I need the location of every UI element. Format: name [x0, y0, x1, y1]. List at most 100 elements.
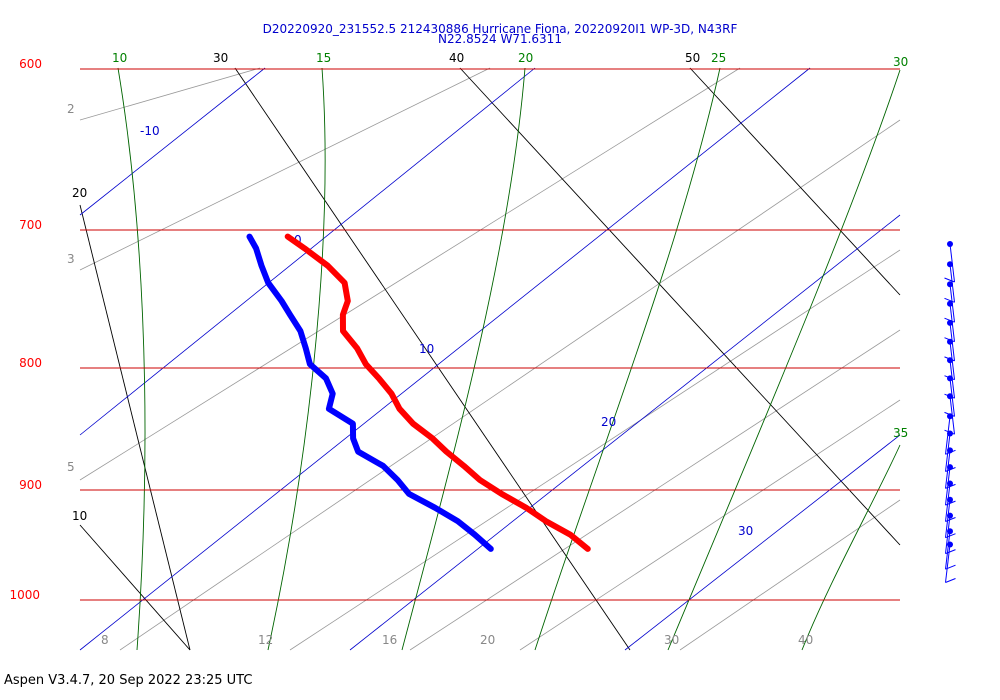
wind-barb-dot	[947, 300, 953, 307]
wind-barb-dot	[947, 528, 953, 535]
footer-text: Aspen V3.4.7, 20 Sep 2022 23:25 UTC	[4, 673, 253, 688]
isotherms	[79, 67, 901, 651]
temperature-point	[477, 477, 483, 483]
isobars	[80, 68, 900, 601]
dewpoint-point	[330, 391, 336, 397]
dewpoint-line	[246, 233, 494, 552]
temperature-point	[342, 280, 348, 286]
temperature-point	[461, 463, 467, 469]
wind-barb-flag	[944, 277, 955, 283]
chart-title-line2: N22.8524 W71.6311	[438, 32, 562, 46]
mixing-ratio-label: 3	[67, 252, 75, 266]
wind-barb-staff	[945, 531, 951, 570]
temperature-point	[585, 546, 591, 552]
temperature-point	[410, 421, 416, 427]
dewpoint-point	[432, 505, 438, 511]
wind-barb-dot	[947, 464, 953, 471]
mixing-ratio-label: 5	[67, 460, 75, 474]
isotherm-labels: -10 0 10 20 30	[140, 124, 753, 538]
temperature-point	[340, 312, 346, 318]
mixing-ratio-label: 2	[67, 102, 75, 116]
moist-adiabat-label: 10	[112, 51, 127, 65]
dewpoint-point	[355, 449, 361, 455]
wind-barb-dot	[947, 413, 953, 420]
dewpoint-point	[287, 312, 293, 318]
moist-adiabat-labels: 10 15 20 25 30 35	[112, 51, 908, 440]
wind-barb-dot	[947, 480, 953, 487]
wind-barb-dot	[947, 281, 953, 288]
theta-label: 20	[72, 186, 87, 200]
wind-barb	[945, 464, 956, 506]
mixing-ratio-label: 16	[382, 633, 397, 647]
dewpoint-point	[350, 435, 356, 441]
wind-barb-dot	[947, 430, 953, 437]
dewpoint-point	[326, 406, 332, 412]
wind-barb-dot	[947, 512, 953, 519]
pressure-label: 600	[19, 57, 42, 71]
isotherm-label: 30	[738, 524, 753, 538]
dewpoint-point	[380, 463, 386, 469]
dewpoint-point	[350, 421, 356, 427]
mixing-ratio-label: 40	[798, 633, 813, 647]
dewpoint-point	[265, 280, 271, 286]
dewpoint-point	[395, 477, 401, 483]
chart-title: D20220920_231552.5 212430886 Hurricane F…	[263, 22, 738, 46]
temperature-point	[397, 406, 402, 412]
pressure-labels: 600 700 800 900 1000	[9, 57, 42, 602]
temperature-point	[389, 391, 394, 397]
dewpoint-point	[406, 491, 412, 497]
dewpoint-point	[253, 245, 259, 251]
wind-barb-staff	[945, 433, 951, 472]
theta-label: 50	[685, 51, 700, 65]
wind-barb-staff	[945, 450, 951, 489]
isotherm-label: -10	[140, 124, 160, 138]
dewpoint-point	[247, 234, 252, 240]
pressure-label: 800	[19, 356, 42, 370]
moist-adiabat-label: 20	[518, 51, 533, 65]
wind-barb-dot	[947, 496, 953, 503]
dewpoint-point	[472, 532, 478, 538]
wind-barb-staff	[945, 483, 951, 522]
dewpoint-point	[488, 546, 494, 552]
temperature-point	[567, 532, 573, 538]
moist-adiabat-label: 30	[893, 55, 908, 69]
moist-adiabat-label: 35	[893, 426, 908, 440]
temperature-point	[325, 263, 331, 269]
wind-barb-dot	[947, 338, 953, 345]
temperature-point	[499, 491, 505, 497]
potential-temperature-labels: 20 10 30 40 50	[72, 51, 700, 523]
isotherm-label: 10	[419, 342, 434, 356]
dewpoint-point	[323, 375, 329, 381]
dewpoint-point	[303, 345, 309, 351]
temperature-point	[363, 361, 369, 367]
temperature-point	[430, 435, 435, 441]
chart-title-line1: D20220920_231552.5 212430886 Hurricane F…	[263, 22, 738, 36]
mixing-ratio-label: 8	[101, 633, 109, 647]
temperature-trace	[284, 233, 591, 552]
wind-barb-staff	[945, 515, 951, 554]
dry-adiabats	[79, 67, 901, 651]
temperature-line	[284, 233, 591, 552]
dewpoint-point	[307, 361, 313, 367]
mixing-ratio-label: 30	[664, 633, 679, 647]
temperature-point	[285, 234, 291, 240]
mixing-ratio-label: 20	[480, 633, 495, 647]
pressure-label: 1000	[9, 588, 40, 602]
dewpoint-point	[455, 518, 461, 524]
dewpoint-trace	[246, 233, 494, 552]
pressure-label: 900	[19, 478, 42, 492]
mixing-ratio-label: 12	[258, 633, 273, 647]
moist-adiabat-label: 25	[711, 51, 726, 65]
moist-adiabat-label: 15	[316, 51, 331, 65]
wind-barb-dot	[947, 261, 953, 268]
temperature-point	[354, 345, 360, 351]
dewpoint-point	[279, 298, 285, 304]
wind-barb-dot	[947, 393, 953, 400]
wind-barbs	[944, 241, 956, 583]
wind-barb-dot	[947, 541, 953, 548]
theta-label: 30	[213, 51, 228, 65]
mixing-ratio-labels: 2 3 5 8 12 16 20 30 40	[67, 102, 813, 647]
theta-label: 10	[72, 509, 87, 523]
dewpoint-point	[297, 328, 303, 334]
